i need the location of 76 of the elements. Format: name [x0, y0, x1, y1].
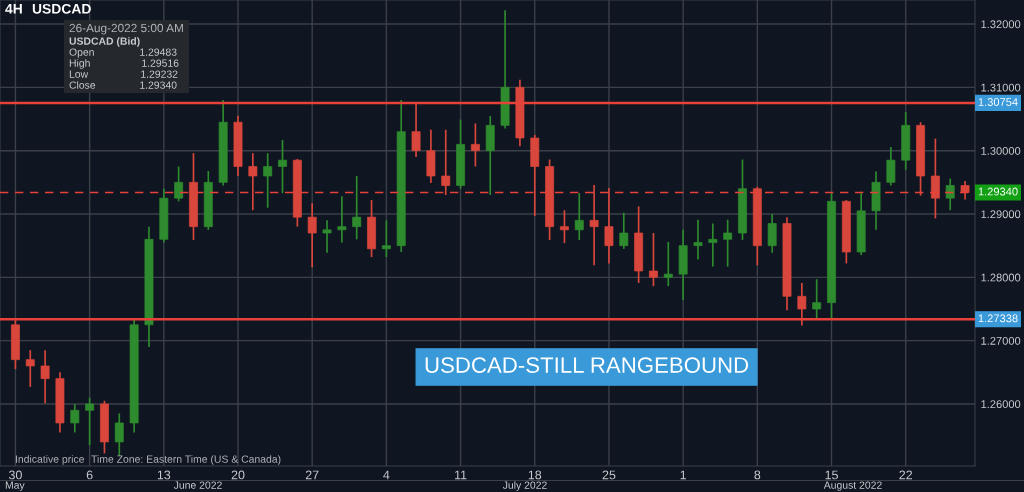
x-tick-label: 8 [754, 470, 761, 480]
candlestick [604, 187, 614, 265]
x-tick-label: 6 [86, 470, 93, 480]
candlestick [70, 403, 80, 434]
candlestick [114, 412, 124, 457]
annotation: 1.29516 [142, 59, 179, 67]
x-tick-label: 18 [528, 470, 542, 480]
text: May [5, 481, 25, 491]
candlestick [767, 213, 777, 254]
chart-title: 4H [5, 4, 22, 14]
annotation: 1.29340 [140, 81, 177, 89]
candlestick [589, 184, 599, 267]
text: June 2022 [173, 481, 222, 489]
candlestick [945, 177, 955, 212]
annotation: USDCAD-STILL RANGEBOUND [425, 357, 749, 373]
candlestick [85, 396, 95, 446]
annotation: Close [69, 81, 96, 89]
y-tick-label: 1.30000 [981, 146, 1021, 155]
candlestick [411, 102, 421, 158]
candlestick [708, 222, 718, 268]
annotation: Indicative price [15, 455, 85, 465]
annotation: 1.29483 [140, 48, 177, 56]
y-tick-label: 1.31000 [981, 83, 1021, 92]
ref-line-label: 1.30754 [978, 98, 1018, 106]
candlestick [649, 232, 658, 288]
candlestick [812, 278, 822, 320]
candlestick [797, 282, 807, 327]
annotation: Open [69, 48, 94, 58]
candlestick [322, 219, 332, 254]
ref-line-label: 1.29340 [978, 187, 1018, 196]
x-tick-label: 4 [383, 470, 390, 480]
candlestick [25, 349, 35, 388]
x-tick-label: 27 [305, 470, 319, 480]
candlestick [307, 202, 317, 269]
text: July 2022 [502, 481, 547, 491]
x-tick-label: 25 [602, 470, 616, 480]
candlestick [693, 218, 703, 261]
candlestick [352, 175, 362, 241]
x-tick-label: 20 [231, 470, 245, 480]
candlestick [278, 139, 287, 194]
annotation: High [69, 59, 90, 69]
y-tick-label: 1.27000 [981, 336, 1021, 345]
y-tick-label: 1.32000 [981, 20, 1021, 29]
candlestick [337, 195, 347, 244]
candlestick [663, 241, 673, 288]
annotation: Low [69, 70, 89, 78]
annotation: 26-Aug-2022 5:00 AM [69, 23, 183, 35]
candlestick [470, 122, 480, 168]
candlestick [960, 180, 970, 201]
candlestick [560, 209, 569, 244]
candlestick [886, 146, 896, 187]
candlestick [619, 211, 629, 250]
candlestick [263, 152, 273, 209]
candlestick [574, 192, 584, 241]
candlestick [174, 165, 184, 203]
x-tick-label: 13 [157, 470, 171, 480]
y-tick-label: 1.26000 [981, 400, 1021, 409]
x-tick-label: 11 [455, 470, 467, 480]
x-tick-label: 15 [825, 470, 838, 480]
candlestick [248, 152, 258, 212]
annotation: USDCAD (Bid) [69, 37, 140, 47]
chart-subtitle: USDCAD [32, 3, 91, 14]
candlestick [930, 137, 940, 220]
ref-line-label: 1.27338 [978, 314, 1018, 323]
text: August 2022 [823, 481, 882, 491]
x-tick-label: 1 [680, 470, 686, 480]
candlestick [441, 128, 451, 196]
candlestick [381, 219, 391, 258]
annotation: Time Zone: Eastern Time (US & Canada) [91, 455, 281, 465]
x-tick-label: 22 [899, 470, 913, 480]
y-tick-label: 1.28000 [981, 273, 1021, 282]
x-tick-label: 30 [8, 470, 22, 480]
candlestick [723, 218, 733, 268]
y-tick-label: 1.29000 [981, 210, 1021, 219]
annotation: 1.29232 [141, 70, 178, 78]
candlestick [40, 349, 50, 405]
